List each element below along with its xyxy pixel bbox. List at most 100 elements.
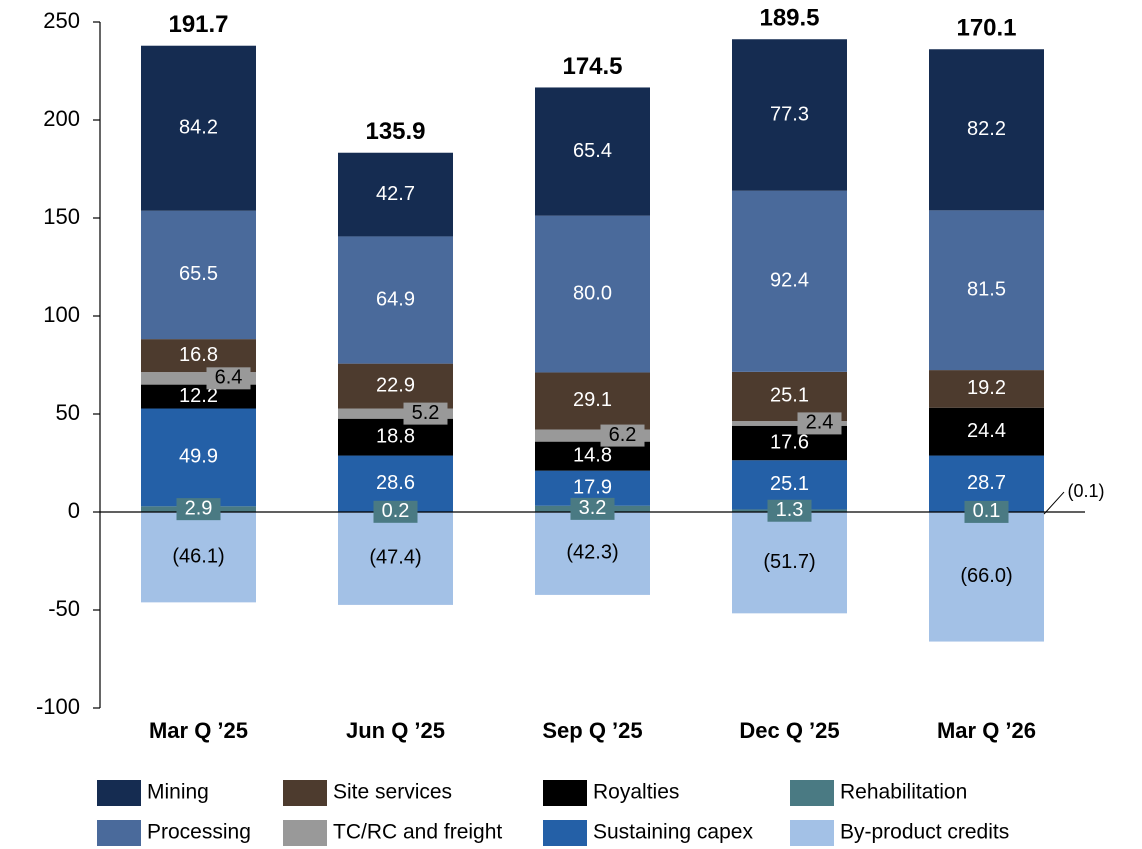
legend-swatch (97, 780, 141, 806)
legend-swatch (543, 820, 587, 846)
data-label: 18.8 (376, 425, 415, 447)
bar-segment (338, 363, 453, 409)
legend-swatch (283, 780, 327, 806)
data-label: 49.9 (179, 446, 218, 468)
bar-segment (338, 418, 453, 456)
data-label: (46.1) (172, 545, 224, 567)
label-box (767, 499, 812, 522)
legend-label: Rehabilitation (840, 781, 967, 804)
x-tick-label: Mar Q ’26 (937, 718, 1036, 743)
y-tick-label: -50 (48, 596, 80, 621)
bar-segment (338, 512, 453, 605)
data-label: (0.1) (1067, 481, 1104, 501)
data-label: 65.4 (573, 140, 612, 162)
bar-segment (732, 39, 847, 191)
legend-label: TC/RC and freight (333, 821, 502, 844)
label-box (373, 500, 418, 523)
bar-segment (929, 49, 1044, 211)
legend-swatch (790, 780, 834, 806)
total-label: 135.9 (365, 118, 425, 145)
bar-segment (535, 215, 650, 373)
data-label: 29.1 (573, 389, 612, 411)
bar-segment (535, 87, 650, 216)
data-label: (66.0) (960, 565, 1012, 587)
data-label: 25.1 (770, 473, 809, 495)
data-label: 81.5 (967, 279, 1006, 301)
label-box (964, 500, 1009, 523)
x-tick-label: Jun Q ’25 (346, 718, 445, 743)
data-label: 1.3 (776, 499, 804, 521)
data-label: 17.6 (770, 431, 809, 453)
x-tick-label: Sep Q ’25 (542, 718, 642, 743)
y-tick-label: 0 (68, 498, 80, 523)
x-tick-label: Dec Q ’25 (739, 718, 839, 743)
data-label: (42.3) (566, 542, 618, 564)
data-label: 77.3 (770, 103, 809, 125)
bar-segment (338, 408, 453, 419)
data-label: 6.4 (215, 367, 243, 389)
y-tick-label: 150 (43, 204, 80, 229)
data-label: (47.4) (369, 547, 421, 569)
legend-label: Mining (147, 781, 209, 804)
bar-segment (732, 421, 847, 426)
total-label: 189.5 (759, 5, 819, 32)
data-label: 64.9 (376, 288, 415, 310)
data-label: 28.6 (376, 472, 415, 494)
y-tick-label: -100 (36, 694, 80, 719)
data-label: 80.0 (573, 282, 612, 304)
bar-segment (929, 370, 1044, 408)
bar-segment (141, 339, 256, 373)
y-tick-label: 200 (43, 106, 80, 131)
data-label: 14.8 (573, 444, 612, 466)
x-tick-label: Mar Q ’25 (149, 718, 248, 743)
bar-segment (732, 512, 847, 614)
data-label: 25.1 (770, 385, 809, 407)
total-label: 170.1 (956, 15, 1016, 42)
legend-label: Sustaining capex (593, 821, 753, 844)
bar-segment (732, 190, 847, 372)
data-label: 0.2 (382, 500, 410, 522)
legend-swatch (790, 820, 834, 846)
bar-segment (338, 152, 453, 237)
label-box (797, 412, 842, 435)
label-box (176, 498, 221, 521)
data-label: 22.9 (376, 374, 415, 396)
legend-label: Processing (147, 821, 251, 844)
legend-swatch (543, 780, 587, 806)
data-label: 3.2 (579, 497, 607, 519)
label-box (570, 497, 615, 520)
bar-segment (141, 384, 256, 409)
data-label: 12.2 (179, 385, 218, 407)
data-label: 5.2 (412, 402, 440, 424)
data-label: 19.2 (967, 377, 1006, 399)
legend-label: Site services (333, 781, 452, 804)
data-label: 2.4 (806, 412, 834, 434)
data-label: 82.2 (967, 118, 1006, 140)
leader-line (1043, 491, 1065, 515)
data-label: (51.7) (763, 551, 815, 573)
data-label: 6.2 (609, 424, 637, 446)
bar-segment (141, 512, 256, 603)
bar-segment (141, 210, 256, 340)
data-label: 0.1 (973, 500, 1001, 522)
bar-segment (338, 236, 453, 364)
total-label: 174.5 (562, 53, 622, 80)
data-label: 84.2 (179, 117, 218, 139)
bar-segment (929, 512, 1044, 642)
data-label: 24.4 (967, 420, 1006, 442)
data-label: 92.4 (770, 270, 809, 292)
legend-label: Royalties (593, 781, 679, 804)
data-label: 42.7 (376, 183, 415, 205)
legend-swatch (283, 820, 327, 846)
data-label: 17.9 (573, 476, 612, 498)
y-tick-label: 250 (43, 8, 80, 33)
legend-label: By-product credits (840, 821, 1009, 844)
label-box (206, 367, 251, 390)
bar-segment (535, 372, 650, 430)
bar-segment (141, 45, 256, 211)
data-label: 16.8 (179, 344, 218, 366)
bar-segment (141, 408, 256, 507)
y-tick-label: 100 (43, 302, 80, 327)
legend-swatch (97, 820, 141, 846)
bar-segment (929, 210, 1044, 371)
